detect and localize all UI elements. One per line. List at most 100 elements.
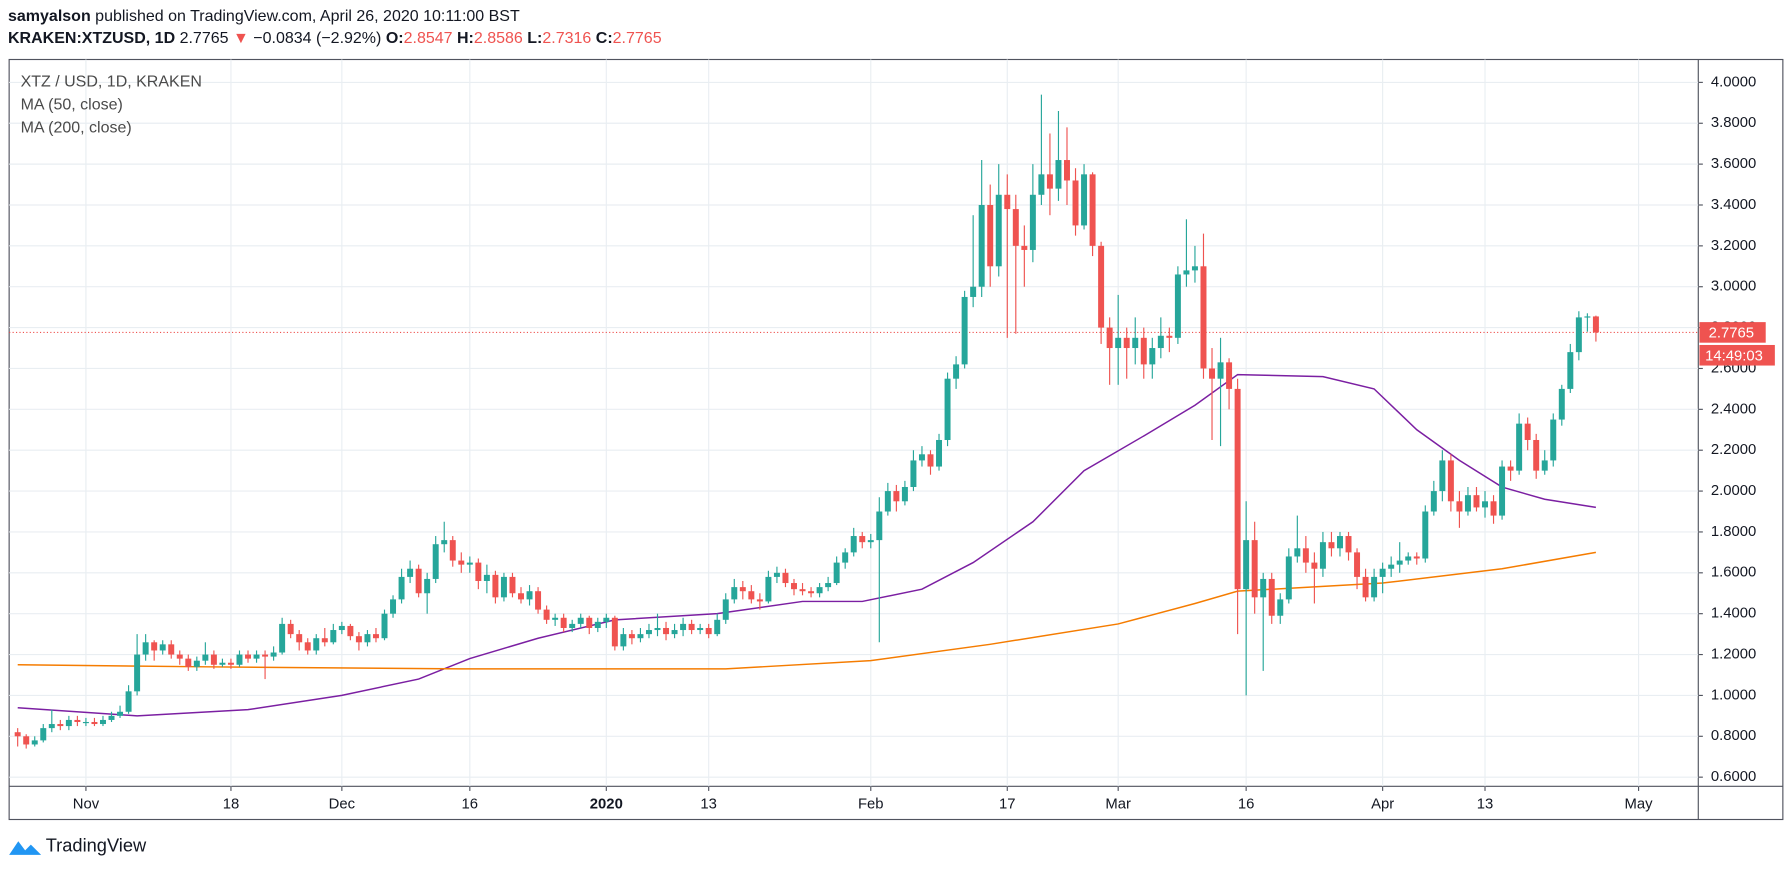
candle-body [859,536,866,543]
candle-body [253,654,260,659]
candle-body [1302,548,1309,563]
candle-body [594,621,601,628]
candle-body [1166,335,1173,338]
candle-body [99,719,106,725]
candle-body [500,576,507,598]
candle-body [1550,419,1557,461]
candle-body [526,591,533,600]
chart-frame [8,58,1784,821]
candle-body [1328,542,1335,549]
c-label: C: [596,30,613,47]
candle-body [1012,209,1019,246]
candle-body [355,636,362,643]
candle-body [552,617,559,620]
candle-body [620,634,627,647]
candle-body [722,599,729,620]
y-tick-label: 2.4000 [1711,401,1756,417]
candle-body [543,609,550,620]
candle-body [714,619,721,635]
candle-body [407,568,414,577]
candle-body [176,654,183,659]
candle-body [884,491,891,512]
candle-body [953,364,960,379]
y-tick-label: 2.0000 [1711,483,1756,499]
candle-body [193,660,200,667]
candle-body [108,715,115,720]
candle-body [279,623,286,653]
candle-body [927,454,934,467]
candle-body [1473,495,1480,508]
candle-body [799,589,806,592]
h-label: H: [457,30,474,47]
candle-body [424,578,431,594]
candle-body [458,560,465,565]
candle-body [611,617,618,647]
candle-body [1319,542,1326,569]
candle-body [1354,552,1361,577]
x-tick-label: 16 [462,797,479,813]
candle-body [1413,556,1420,559]
candle-body [1157,335,1164,349]
c-value: 2.7765 [613,30,662,47]
candle-body [918,454,925,461]
candle-body [1081,174,1088,226]
candle-body [125,691,132,712]
candle-body [14,732,21,737]
candle-body [1200,266,1207,369]
candle-body [901,486,908,502]
candle-body [1294,548,1301,557]
candle-body [1285,556,1292,600]
candle-body [381,613,388,639]
candle-body [850,536,857,553]
candle-body [756,599,763,602]
candle-body [134,654,141,692]
candle-body [74,719,81,722]
candle-body [48,724,55,729]
candle-body [748,591,755,600]
y-tick-label: 3.2000 [1711,238,1756,254]
candle-body [82,721,89,724]
last-price-box [1699,322,1766,343]
candle-body [645,630,652,635]
candle-body [509,576,516,594]
candle-body [372,634,379,639]
logo [9,841,42,855]
y-tick-label: 0.8000 [1711,728,1756,744]
candle-body [1277,599,1284,616]
candle-body [1388,564,1395,569]
candle-body [936,439,943,467]
candle-body [492,574,499,598]
candle-body [782,572,789,584]
y-tick-label: 4.0000 [1711,74,1756,90]
candle-body [765,576,772,602]
candle-body [1567,352,1574,389]
candle-body [40,728,47,741]
y-tick-label: 1.4000 [1711,606,1756,622]
candle-body [1191,266,1198,271]
ma-line [17,551,1597,670]
candle-body [688,623,695,631]
candle-body [663,627,670,635]
countdown-label: 14:49:03 [1705,348,1763,364]
legend-entry: MA (200, close) [21,119,132,136]
header-line: samyalson published on TradingView.com, … [8,8,520,25]
candle-body [1115,337,1122,349]
candle-body [227,662,234,665]
candle-body [1046,174,1053,189]
candle-body [449,540,456,561]
y-tick-label: 1.8000 [1711,524,1756,540]
candle-body [245,654,251,659]
candle-body [1217,362,1224,379]
x-tick-label: 13 [1477,797,1494,813]
legend-title: XTZ / USD, 1D, KRAKEN [21,74,202,91]
candle-body [1396,560,1403,565]
symbol-line: KRAKEN:XTZUSD, 1D 2.7765 ▼ −0.0834 (−2.9… [8,30,662,47]
candle-body [1524,423,1531,440]
candle-body [1072,180,1079,226]
candle-body [1243,540,1250,590]
x-tick-label: Feb [858,797,884,813]
candle-body [304,642,311,651]
candle-body [168,644,175,655]
candle-body [1098,245,1105,328]
candle-body [262,654,269,657]
